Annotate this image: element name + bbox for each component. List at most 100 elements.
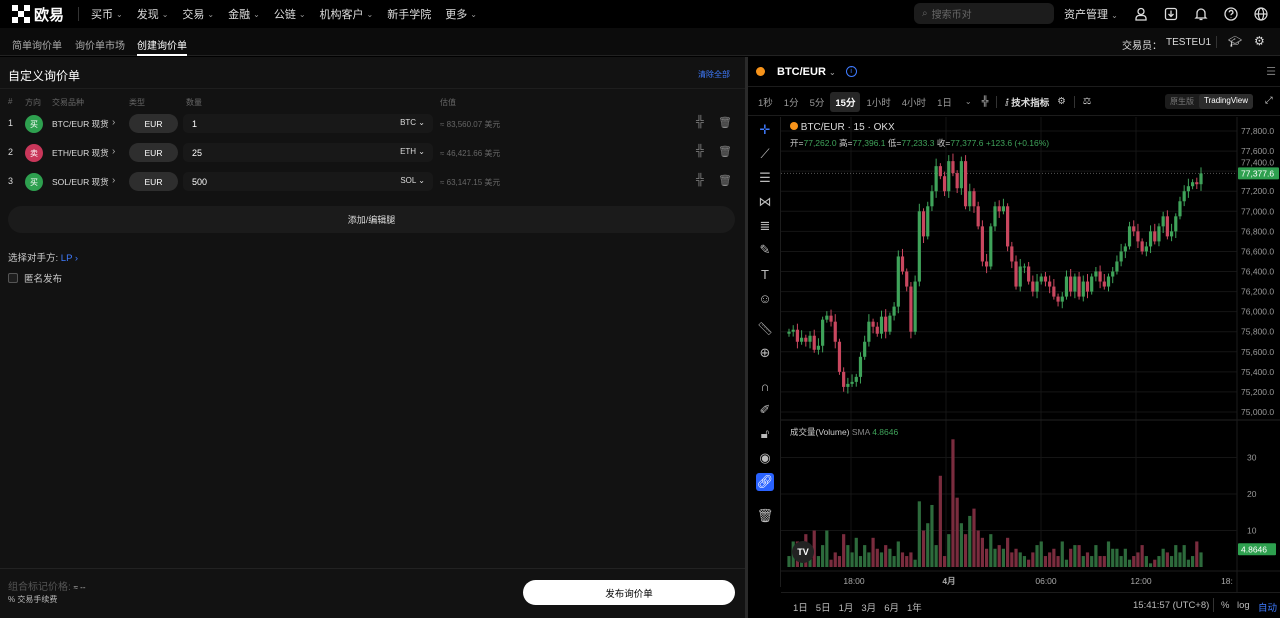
info-icon[interactable]: i (845, 66, 857, 77)
user-icon[interactable] (1134, 7, 1148, 21)
currency-button[interactable]: EUR (129, 172, 178, 191)
quantity-input[interactable]: 1 BTC ⌄ (183, 114, 433, 133)
publish-rfq-button[interactable]: 发布询价单 (523, 580, 735, 605)
add-edit-legs-button[interactable]: 添加/编辑腿 (8, 206, 735, 233)
nav-item[interactable]: 新手学院 (387, 6, 431, 22)
volume-bar (1094, 545, 1098, 567)
timeframe-more-icon[interactable]: ⌄ (964, 97, 972, 106)
nav-item[interactable]: 交易 ⌄ (182, 6, 214, 22)
timeframe-button[interactable]: 1小时 (866, 97, 891, 109)
candle-type-icon[interactable]: ╬ (981, 96, 989, 107)
search-input[interactable]: ⌕ 搜索币对 (914, 3, 1054, 24)
currency-button[interactable]: EUR (129, 114, 178, 133)
scale-icon[interactable]: ⚖ (1082, 96, 1092, 107)
gear-icon[interactable]: ⚙ (1254, 34, 1265, 48)
trash-icon[interactable]: 🗑︎ (718, 117, 732, 129)
menu-icon[interactable]: ☰ (1266, 66, 1276, 78)
tab-rfq-market[interactable]: 询价单市场 (75, 41, 125, 52)
version-native[interactable]: 原生版 (1170, 97, 1194, 106)
quantity-input[interactable]: 500 SOL ⌄ (183, 172, 433, 191)
graduation-cap-icon[interactable]: 🎓︎ (1228, 36, 1242, 48)
side-badge[interactable]: 卖 (25, 144, 43, 162)
unit-selector[interactable]: ETH ⌄ (400, 147, 425, 156)
fib-lines-icon[interactable]: ☰ (759, 170, 771, 185)
trend-line-icon[interactable]: ⟋ (760, 146, 770, 161)
logo[interactable]: 欧易 (12, 4, 64, 25)
instrument[interactable]: SOL/EUR 现货 (52, 177, 109, 187)
trash-icon[interactable]: 🗑︎ (756, 508, 774, 523)
range-button[interactable]: 5日 (815, 603, 831, 614)
clear-all-link[interactable]: 清除全部 (698, 70, 730, 79)
crosshair-icon[interactable]: ✛ (759, 122, 771, 137)
lock-drawing-icon[interactable]: ✐ (759, 402, 771, 417)
currency-button[interactable]: EUR (129, 143, 178, 162)
side-badge[interactable]: 买 (25, 173, 43, 191)
trash-icon[interactable]: 🗑︎ (718, 175, 732, 187)
candles-icon[interactable]: ╬ (696, 145, 704, 157)
version-tradingview[interactable]: TradingView (1199, 94, 1254, 109)
ruler-icon[interactable]: 📏︎ (756, 321, 774, 336)
lock-icon[interactable]: 🔓︎ (760, 426, 770, 441)
range-button[interactable]: 1日 (793, 603, 808, 614)
zoom-in-icon[interactable]: ⊕ (759, 345, 771, 360)
timeframe-button[interactable]: 4小时 (901, 97, 927, 109)
timeframe-button[interactable]: 5分 (809, 97, 825, 109)
globe-icon[interactable] (1254, 7, 1268, 21)
quantity-input[interactable]: 25 ETH ⌄ (183, 143, 433, 162)
nav-item[interactable]: 买币 ⌄ (91, 6, 123, 22)
text-icon[interactable]: T (761, 266, 769, 282)
candles-icon[interactable]: ╬ (696, 174, 704, 186)
unit-selector[interactable]: SOL ⌄ (400, 176, 425, 185)
range-button[interactable]: 6月 (884, 603, 899, 614)
help-icon[interactable] (1224, 7, 1238, 21)
nav-item[interactable]: 公链 ⌄ (274, 6, 306, 22)
projection-icon[interactable]: ≣ (759, 218, 771, 233)
tab-simple-rfq[interactable]: 简单询价单 (12, 41, 62, 52)
chart-settings-icon[interactable]: ⚙ (1057, 96, 1066, 107)
counterparty-selector[interactable]: 选择对手方: LP › (8, 250, 78, 264)
range-button[interactable]: 3月 (861, 603, 877, 614)
price-chart[interactable]: 77,800.0 77,600.077,400.0 77,200.0 77,000.0… (781, 117, 1280, 592)
tradingview-logo[interactable]: TV (792, 541, 814, 563)
checkbox[interactable] (8, 273, 18, 283)
auto-toggle[interactable]: 自动 (1258, 603, 1278, 614)
fullscreen-icon[interactable]: ⤢ (1265, 95, 1273, 106)
log-toggle[interactable]: log (1237, 600, 1250, 611)
timeframe-button[interactable]: 1分 (783, 97, 799, 109)
instrument[interactable]: ETH/EUR 现货 (52, 148, 109, 158)
eye-icon[interactable]: ◉ (759, 450, 771, 465)
anonymous-checkbox[interactable]: 匿名发布 (8, 271, 62, 285)
link-icon[interactable]: 🔗︎ (756, 473, 774, 491)
range-button[interactable]: 1月 (838, 603, 854, 614)
nav-item[interactable]: 金融 ⌄ (228, 6, 260, 22)
nav-item[interactable]: 更多 ⌄ (445, 6, 477, 22)
download-icon[interactable] (1164, 7, 1178, 21)
bell-icon[interactable] (1194, 7, 1208, 21)
chevron-right-icon[interactable]: › (112, 117, 116, 128)
timeframe-button[interactable]: 1日 (937, 97, 952, 109)
percent-toggle[interactable]: % (1221, 600, 1230, 611)
trading-fee-link[interactable]: % 交易手续费 (8, 595, 58, 604)
chevron-right-icon[interactable]: › (112, 146, 116, 157)
instrument[interactable]: BTC/EUR 现货 (52, 119, 109, 129)
asset-management-menu[interactable]: 资产管理 ⌄ (1064, 6, 1118, 22)
chevron-right-icon[interactable]: › (112, 175, 116, 186)
panel-resize-handle[interactable] (745, 57, 748, 618)
pair-selector[interactable]: BTC/EUR ⌄ (777, 66, 836, 78)
nav-item[interactable]: 机构客户 ⌄ (320, 6, 374, 22)
unit-selector[interactable]: BTC ⌄ (400, 118, 425, 127)
candles-icon[interactable]: ╬ (696, 116, 704, 128)
range-button[interactable]: 1年 (906, 603, 922, 614)
timeframe-button[interactable]: 1秒 (758, 97, 773, 109)
side-badge[interactable]: 买 (25, 115, 43, 133)
counterparty-value[interactable]: LP (60, 253, 73, 264)
pattern-icon[interactable]: ⋈ (758, 194, 772, 209)
brush-icon[interactable]: ✎ (759, 242, 771, 257)
emoji-icon[interactable]: ☺ (758, 290, 772, 306)
timeframe-button[interactable]: 15分 (830, 91, 861, 112)
nav-item[interactable]: 发现 ⌄ (137, 6, 169, 22)
indicators-button[interactable]: ⅈ 技术指标 (1005, 95, 1049, 109)
trash-icon[interactable]: 🗑︎ (718, 146, 732, 158)
tab-create-rfq[interactable]: 创建询价单 (137, 37, 187, 56)
magnet-icon[interactable]: ∩ (760, 378, 770, 394)
